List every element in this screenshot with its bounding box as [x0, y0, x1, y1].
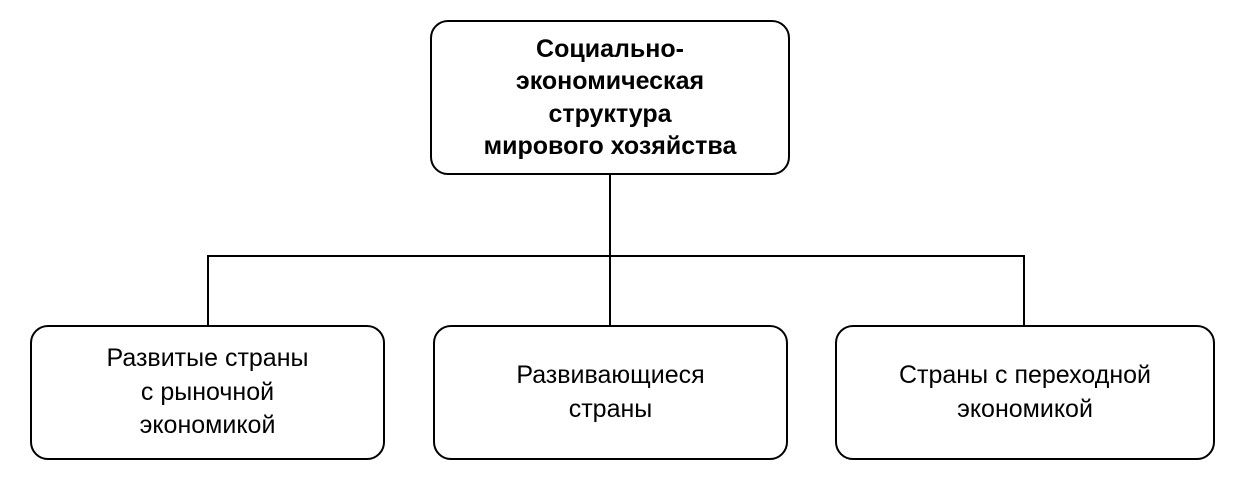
child-label-1: Развитые страныс рыночнойэкономикой [107, 342, 309, 443]
child-label-2: Развивающиесястраны [516, 359, 704, 427]
connector-drop-3 [1023, 255, 1025, 325]
child-node-1: Развитые страныс рыночнойэкономикой [30, 325, 385, 460]
connector-drop-2 [609, 255, 611, 325]
root-node: Социально-экономическаяструктурамирового… [430, 20, 790, 175]
connector-drop-1 [207, 255, 209, 325]
root-label: Социально-экономическаяструктурамирового… [484, 33, 737, 163]
child-label-3: Страны с переходнойэкономикой [899, 359, 1151, 427]
child-node-2: Развивающиесястраны [433, 325, 788, 460]
connector-root-stem [609, 175, 611, 255]
child-node-3: Страны с переходнойэкономикой [835, 325, 1215, 460]
connector-horizontal [207, 255, 1025, 257]
